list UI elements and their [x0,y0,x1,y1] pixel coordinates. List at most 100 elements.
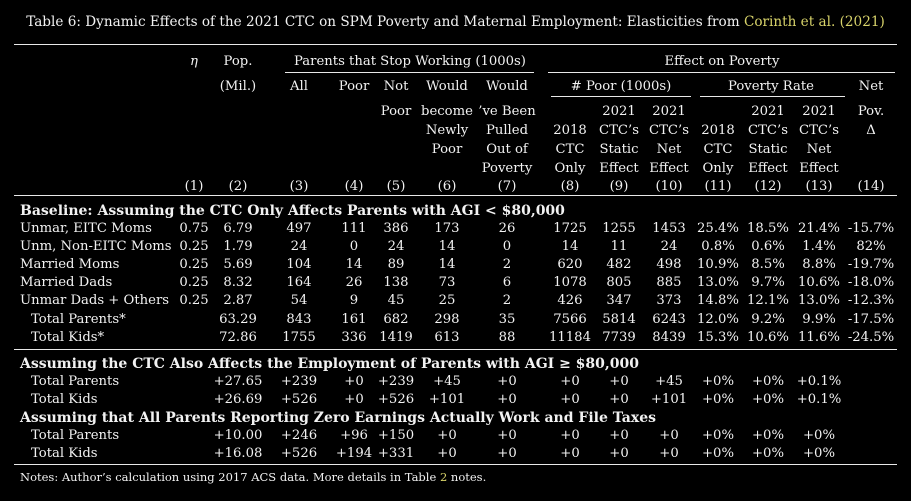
table-cell: 1453 [652,221,686,236]
table-cell: 1755 [282,329,316,345]
table-cell: 54 [290,293,308,309]
table-cell: 161 [341,311,367,327]
table-cell: 24 [660,239,678,255]
table-cell: 164 [286,275,312,291]
table-cell: 88 [498,329,516,345]
header-would-pulled-out: Out of [486,142,528,157]
row-label: Married Dads [20,275,113,291]
table-cell: +0% [752,446,784,461]
header-would-pulled-out: Poverty [481,161,533,176]
table-cell: 11184 [549,329,591,345]
table-cell: +0 [560,428,580,443]
table-cell: 15.3% [697,329,739,345]
table-cell: 0.25 [179,239,209,255]
table-cell: 10.6% [798,275,840,291]
header-2021-static-rate: Static [748,142,788,157]
table-2-link[interactable]: 2 [439,470,448,484]
section-title: Assuming the CTC Also Affects the Employ… [20,356,639,372]
table-cell: +0 [497,392,517,407]
table-cell: +239 [377,374,415,389]
header-2018-ctc-only-rate: Only [702,161,734,176]
table-cell: +0 [659,446,679,461]
column-number: (12) [754,179,782,194]
table-cell: +45 [433,374,461,389]
column-number: (7) [497,179,517,194]
rule-poverty-rate [700,96,845,97]
table-cell: 8439 [652,329,686,345]
table-cell: 8.5% [751,257,785,273]
header-not-poor: Poor [380,104,412,119]
header-2021-static-rate: Effect [748,161,788,176]
header-2021-static-poor: CTC’s [599,123,639,138]
rule-parents-stop [285,72,534,73]
table-cell: 386 [383,221,409,236]
row-label: Total Kids [31,446,98,461]
column-number: (4) [344,179,364,194]
header-would-become-poor: Poor [431,142,463,157]
column-number: (6) [437,179,457,194]
table-cell: 24 [290,239,308,255]
table-cell: 25 [438,293,456,309]
table-cell: +0 [659,428,679,443]
table-cell: 1255 [602,221,636,236]
column-number: (5) [386,179,406,194]
table-cell: -19.7% [847,257,895,273]
table-cell: 336 [341,329,367,345]
table-cell: 9.9% [802,311,836,327]
header-would-pulled-out: Would [486,79,528,94]
table-cell: 373 [656,293,682,309]
table-cell: -24.5% [847,329,895,345]
table-cell: 6 [502,275,512,291]
table-cell: +0% [803,428,835,443]
table-cell: 298 [434,311,460,327]
table-cell: 498 [656,257,682,273]
header-2018-ctc-only-poor: Only [554,161,586,176]
table-cell: 73 [438,275,456,291]
table-cell: -17.5% [847,311,895,327]
table-cell: 14 [561,239,579,255]
table-cell: 173 [434,221,460,236]
table-cell: 1725 [553,221,587,236]
table-cell: +27.65 [213,374,263,389]
table-cell: +101 [650,392,688,407]
header-2021-net-rate: 2021 [802,104,836,119]
table-cell: +0% [752,374,784,389]
table-cell: 1078 [553,275,587,291]
header-eta: η [190,54,198,69]
header-2018-ctc-only-poor: 2018 [553,123,587,138]
section-rule-1 [14,349,897,350]
row-label: Total Parents* [31,311,126,327]
citation-link[interactable]: Corinth et al. (2021) [743,14,885,30]
table-cell: +101 [428,392,466,407]
column-number: (13) [805,179,833,194]
table-cell: 14.8% [697,293,739,309]
rule-num-poor [551,96,691,97]
header-2018-ctc-only-rate: CTC [703,142,733,157]
table-notes: Notes: Author’s calculation using 2017 A… [20,470,487,484]
row-label: Total Parents [31,428,120,443]
table-cell: 7739 [602,329,636,345]
header-2021-net-poor: CTC’s [649,123,689,138]
table-cell: 5814 [602,311,636,327]
header-2018-ctc-only-rate: 2018 [701,123,735,138]
table-cell: +0.1% [796,374,842,389]
table-cell: 14 [345,257,363,273]
table-cell: -15.7% [847,221,895,236]
table-cell: 13.0% [798,293,840,309]
table-cell: 0.75 [179,221,209,236]
table-cell: -12.3% [847,293,895,309]
row-label: Total Kids* [31,329,105,345]
table-cell: 0.8% [701,239,735,255]
top-rule [14,44,897,45]
table-cell: +526 [280,392,318,407]
table-cell: 63.29 [219,311,257,327]
header-all: All [290,79,308,94]
table-cell: +0 [560,374,580,389]
table-cell: +0 [497,428,517,443]
column-number: (9) [609,179,629,194]
table-cell: +26.69 [213,392,263,407]
header-would-become-poor: Newly [425,123,469,138]
column-number: (3) [289,179,309,194]
table-cell: 14 [438,257,456,273]
